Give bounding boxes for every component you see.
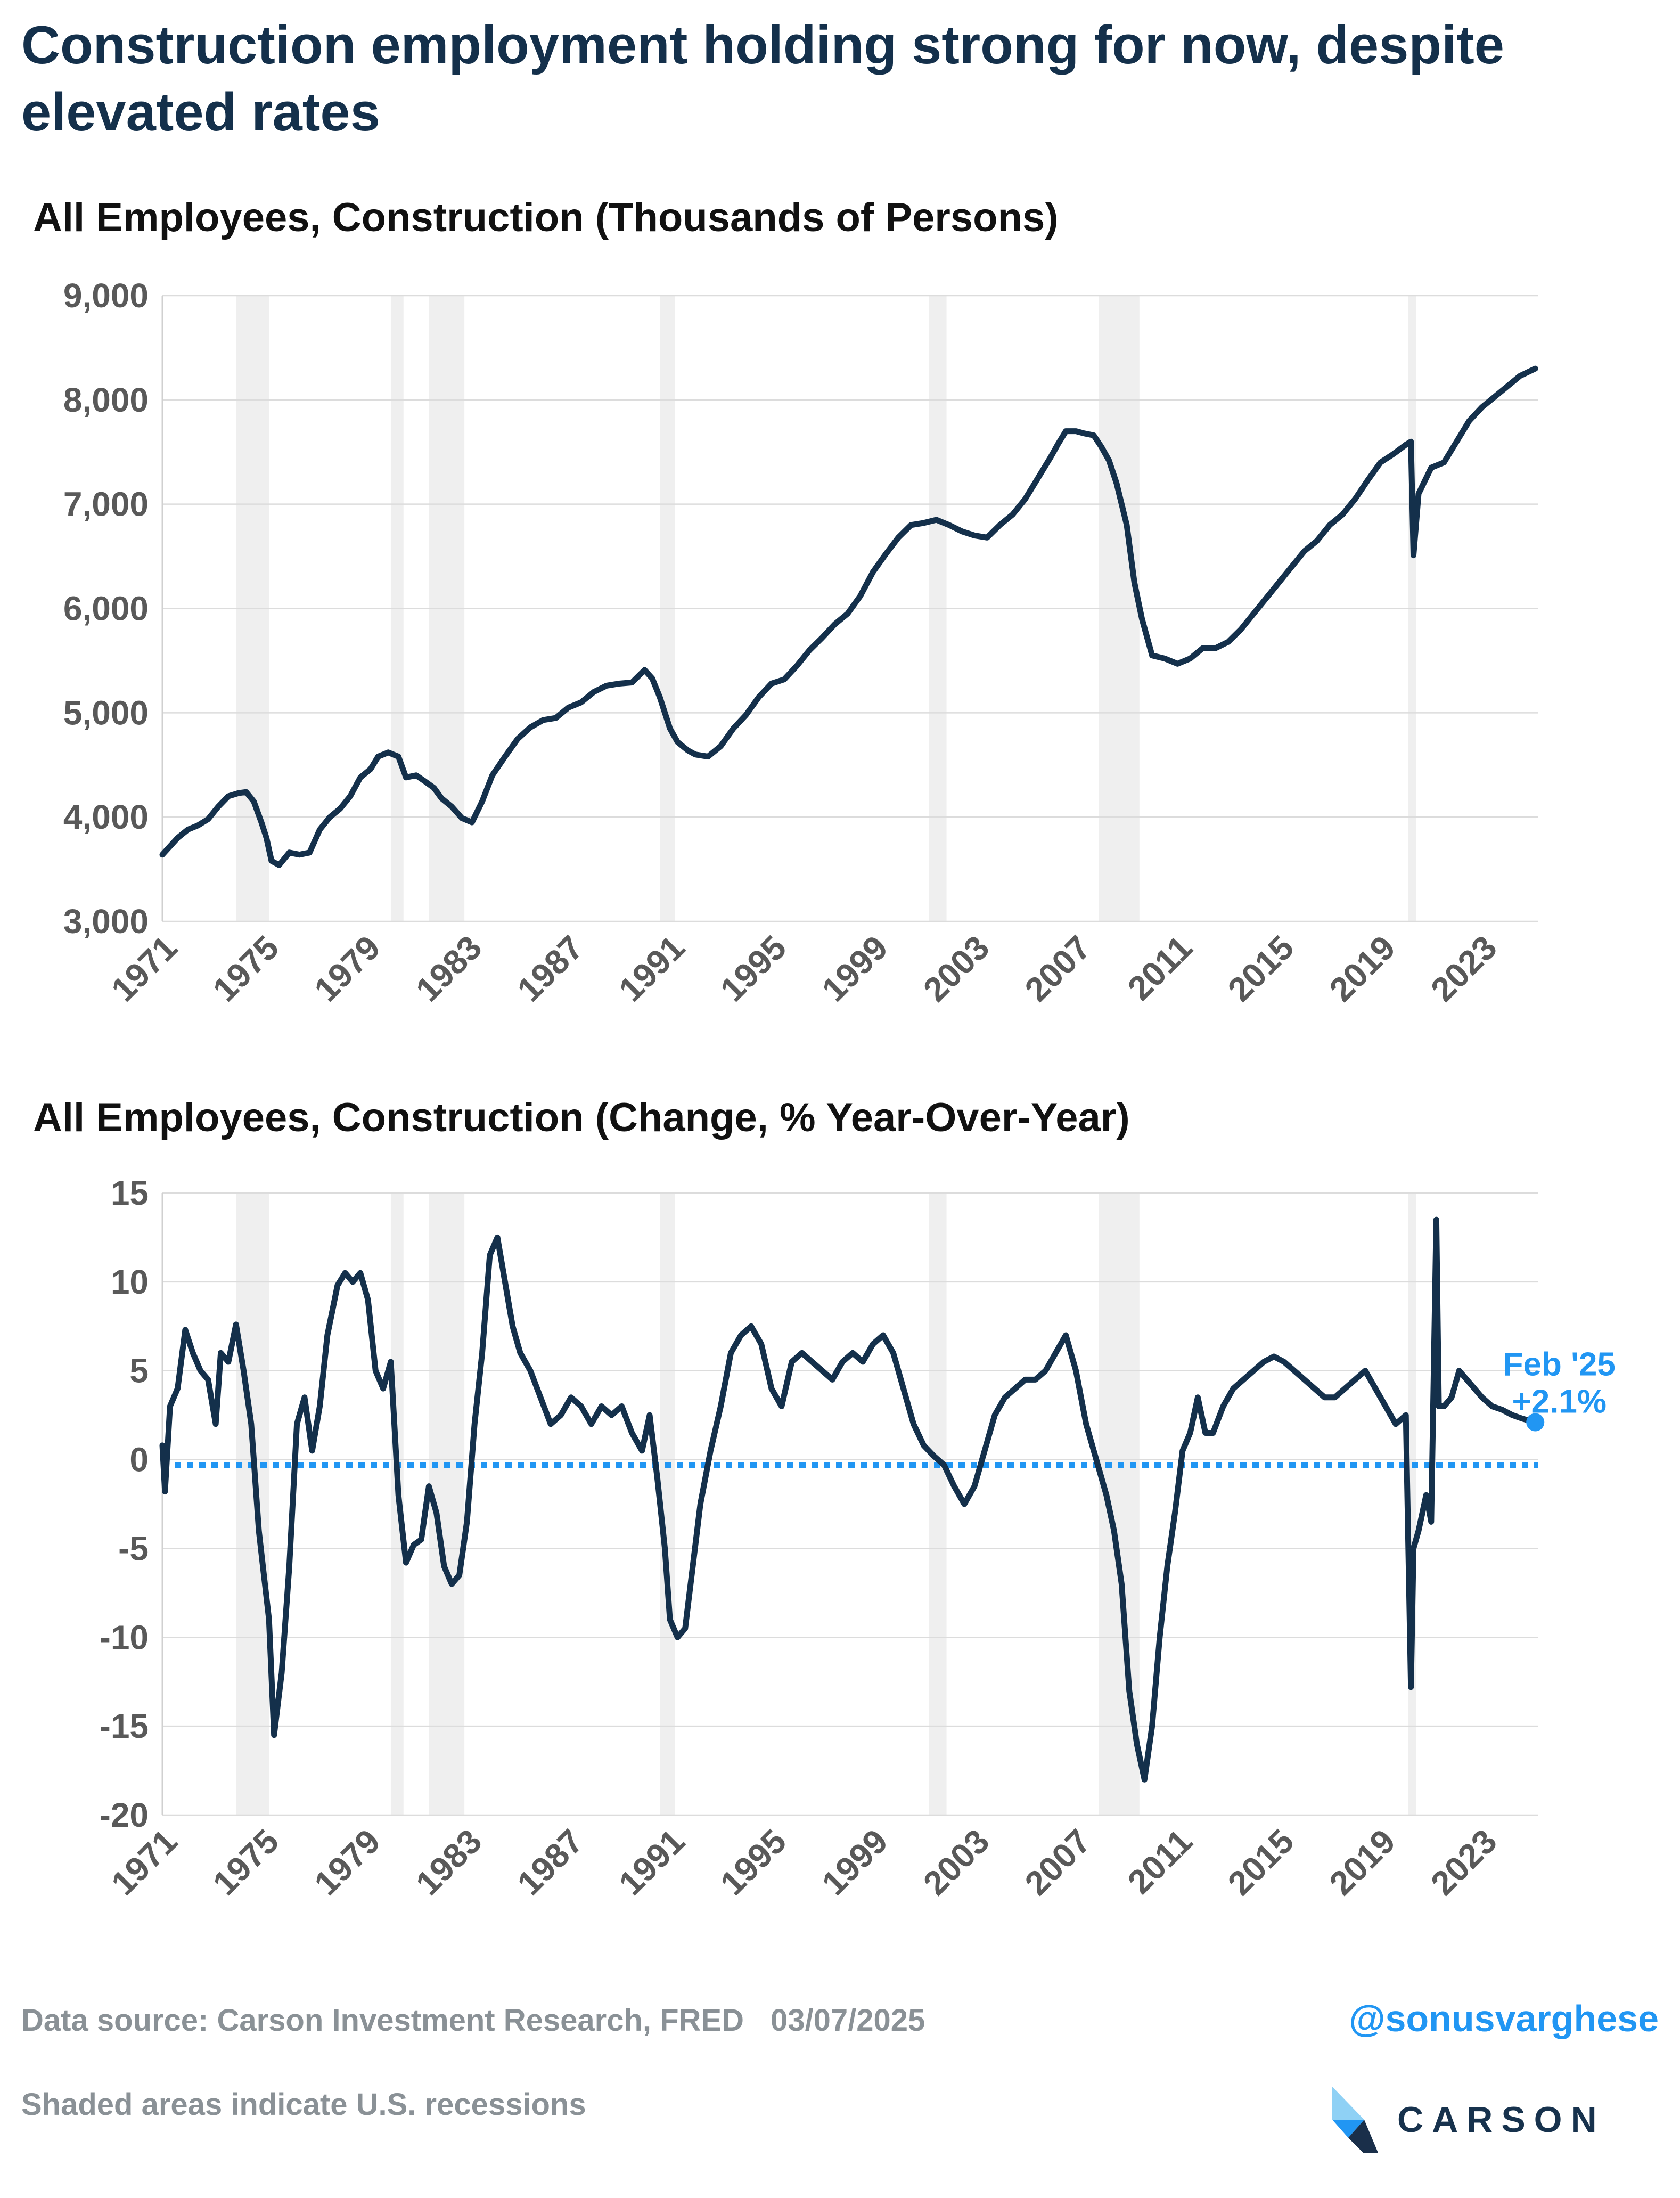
x-tick-label: 1995 <box>713 1822 794 1903</box>
x-tick-label: 1975 <box>206 928 286 1009</box>
x-tick-label: 1979 <box>307 928 388 1009</box>
x-tick-label: 1999 <box>814 1822 895 1903</box>
x-tick-label: 1991 <box>611 1822 692 1903</box>
x-tick-label: 1983 <box>408 1822 489 1903</box>
x-tick-label: 1983 <box>408 928 489 1009</box>
y-tick-label: 8,000 <box>63 381 149 419</box>
x-tick-label: 2003 <box>916 928 997 1009</box>
series-line <box>159 365 1538 868</box>
y-tick-label: -10 <box>100 1618 149 1656</box>
x-tick-label: 2003 <box>916 1822 997 1903</box>
x-tick-label: 1979 <box>307 1822 388 1903</box>
annotation-value-label: +2.1% <box>1512 1383 1607 1420</box>
y-tick-label: 0 <box>129 1441 149 1479</box>
recession-band <box>236 1193 269 1815</box>
y-tick-label: 4,000 <box>63 798 149 836</box>
data-source-date: 03/07/2025 <box>771 2003 925 2038</box>
y-tick-label: 7,000 <box>63 485 149 524</box>
x-tick-label: 2015 <box>1220 1822 1301 1903</box>
x-tick-label: 2023 <box>1423 1822 1504 1903</box>
x-tick-label: 2023 <box>1423 928 1504 1009</box>
y-tick-label: 6,000 <box>63 590 149 628</box>
data-source-text: Data source: Carson Investment Research,… <box>21 2003 744 2038</box>
x-tick-label: 1995 <box>713 928 794 1009</box>
x-tick-label: 2019 <box>1322 928 1403 1009</box>
annotation-date-label: Feb '25 <box>1503 1346 1616 1383</box>
y-tick-label: -20 <box>100 1796 149 1834</box>
y-tick-label: 5 <box>129 1352 149 1390</box>
y-tick-label: -15 <box>100 1707 149 1745</box>
carson-logo-text: CARSON <box>1397 2099 1605 2140</box>
chart-title-yoy-change: All Employees, Construction (Change, % Y… <box>33 1095 1130 1140</box>
y-tick-label: 3,000 <box>63 902 149 941</box>
carson-logo-mark-icon <box>1332 2087 1378 2153</box>
y-tick-label: 5,000 <box>63 693 149 732</box>
latest-point-marker <box>1526 1413 1545 1432</box>
headline: Construction employment holding strong f… <box>21 15 1504 142</box>
carson-logo: CARSON <box>1331 2082 1605 2157</box>
x-tick-label: 1999 <box>814 928 895 1009</box>
chart-title-employees: All Employees, Construction (Thousands o… <box>33 195 1059 240</box>
twitter-handle: @sonusvarghese <box>1349 1998 1659 2039</box>
x-tick-label: 1987 <box>510 928 591 1009</box>
y-tick-label: 9,000 <box>63 276 149 315</box>
recession-note: Shaded areas indicate U.S. recessions <box>21 2087 586 2122</box>
x-tick-label: 2011 <box>1120 1822 1200 1901</box>
x-tick-label: 2011 <box>1120 928 1200 1008</box>
data-source: Data source: Carson Investment Research,… <box>21 2003 925 2038</box>
x-tick-label: 1975 <box>206 1822 286 1903</box>
x-tick-label: 2019 <box>1322 1822 1403 1903</box>
x-tick-label: 1991 <box>611 928 692 1009</box>
x-tick-label: 2015 <box>1220 928 1301 1009</box>
y-tick-label: 10 <box>111 1263 149 1301</box>
x-tick-label: 2007 <box>1018 1822 1099 1903</box>
recession-band <box>929 1193 947 1815</box>
x-tick-label: 2007 <box>1018 928 1099 1009</box>
y-tick-label: -5 <box>118 1529 149 1567</box>
series-line <box>159 1216 1538 1783</box>
x-tick-label: 1987 <box>510 1822 591 1903</box>
y-tick-label: 15 <box>111 1174 149 1212</box>
